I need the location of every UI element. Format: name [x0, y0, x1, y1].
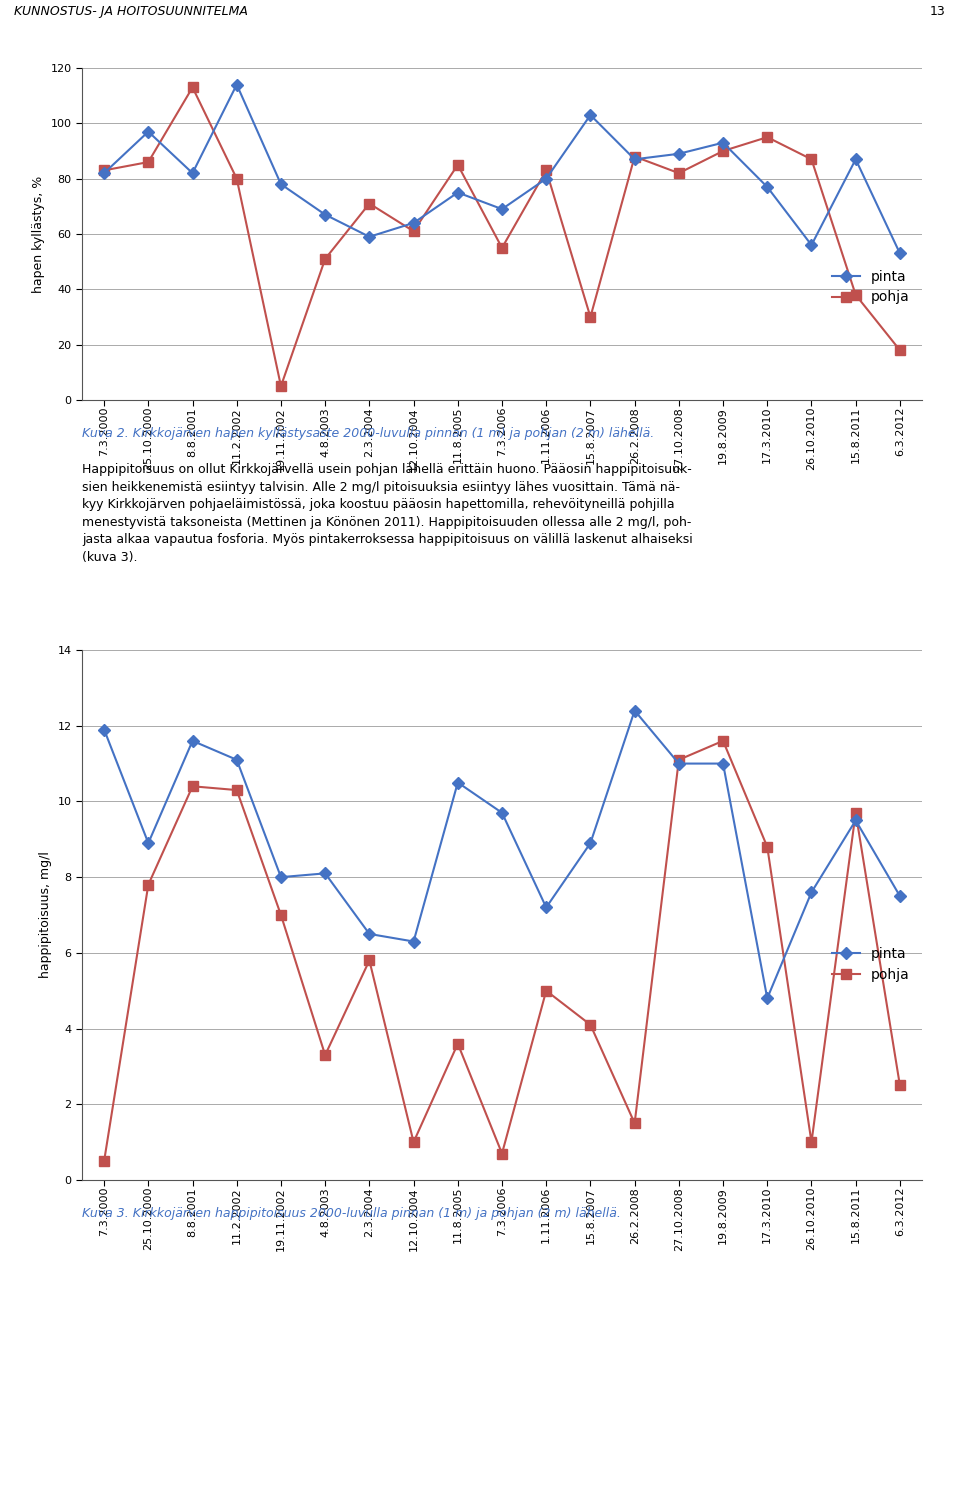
- pinta: [98, 164, 109, 182]
- pinta: [717, 754, 729, 772]
- pinta: [717, 134, 729, 152]
- pohja: [98, 1152, 109, 1170]
- pinta: [629, 150, 640, 168]
- pinta: [276, 868, 287, 886]
- Text: Kuva 2. Kirkkojärven hapen kyllästysaste 2000-luvulla pinnan (1 m) ja pohjan (2 : Kuva 2. Kirkkojärven hapen kyllästysaste…: [82, 427, 655, 440]
- Line: pohja: pohja: [99, 736, 904, 1166]
- pinta: [142, 123, 154, 141]
- pohja: [761, 838, 773, 856]
- pohja: [629, 147, 640, 165]
- pinta: [540, 898, 552, 916]
- pohja: [805, 150, 817, 168]
- pohja: [717, 731, 729, 749]
- Text: Kuva 3. Kirkkojärven happipitoisuus 2000-luvulla pinnan (1 m) ja pohjan (2 m) lä: Kuva 3. Kirkkojärven happipitoisuus 2000…: [82, 1208, 621, 1220]
- pohja: [231, 170, 243, 188]
- pohja: [187, 78, 199, 96]
- pinta: [496, 200, 508, 218]
- pohja: [496, 239, 508, 257]
- pinta: [629, 701, 640, 719]
- pohja: [894, 341, 905, 359]
- pinta: [187, 731, 199, 749]
- pinta: [805, 236, 817, 254]
- pinta: [320, 206, 331, 224]
- pinta: [364, 925, 375, 943]
- pinta: [276, 176, 287, 194]
- pohja: [142, 153, 154, 171]
- pohja: [585, 1015, 596, 1033]
- pohja: [408, 222, 420, 240]
- pinta: [364, 228, 375, 246]
- pinta: [894, 245, 905, 263]
- Text: Happipitoisuus on ollut Kirkkojärvellä usein pohjan lähellä erittäin huono. Pääo: Happipitoisuus on ollut Kirkkojärvellä u…: [82, 463, 693, 563]
- pohja: [540, 982, 552, 1000]
- pohja: [408, 1133, 420, 1151]
- pohja: [894, 1077, 905, 1095]
- pinta: [894, 888, 905, 906]
- pohja: [187, 777, 199, 795]
- pinta: [98, 721, 109, 739]
- pohja: [98, 161, 109, 179]
- pohja: [364, 195, 375, 213]
- pohja: [629, 1114, 640, 1133]
- pinta: [585, 107, 596, 125]
- pohja: [320, 1045, 331, 1063]
- pinta: [408, 933, 420, 951]
- pohja: [717, 143, 729, 161]
- Legend: pinta, pohja: pinta, pohja: [827, 264, 915, 309]
- pohja: [231, 781, 243, 799]
- pohja: [761, 128, 773, 146]
- pohja: [585, 308, 596, 326]
- pinta: [496, 804, 508, 822]
- pinta: [142, 834, 154, 852]
- Y-axis label: happipitoisuus, mg/l: happipitoisuus, mg/l: [39, 852, 52, 978]
- Text: KUNNOSTUS- JA HOITOSUUNNITELMA: KUNNOSTUS- JA HOITOSUUNNITELMA: [14, 5, 249, 18]
- pinta: [850, 150, 861, 168]
- Line: pohja: pohja: [99, 83, 904, 391]
- pinta: [452, 183, 464, 201]
- pohja: [452, 1035, 464, 1053]
- pohja: [496, 1145, 508, 1163]
- Y-axis label: hapen kyllästys, %: hapen kyllästys, %: [32, 176, 45, 293]
- pohja: [850, 285, 861, 303]
- pinta: [231, 75, 243, 93]
- pinta: [673, 144, 684, 162]
- Legend: pinta, pohja: pinta, pohja: [827, 942, 915, 987]
- pohja: [364, 951, 375, 969]
- pohja: [142, 876, 154, 894]
- pinta: [231, 751, 243, 769]
- pohja: [540, 161, 552, 179]
- pohja: [276, 906, 287, 924]
- pinta: [585, 834, 596, 852]
- pohja: [452, 156, 464, 174]
- pinta: [761, 177, 773, 195]
- pinta: [540, 170, 552, 188]
- pinta: [673, 754, 684, 772]
- pohja: [805, 1133, 817, 1151]
- pinta: [408, 213, 420, 231]
- pohja: [850, 804, 861, 822]
- pinta: [320, 864, 331, 882]
- pinta: [850, 811, 861, 829]
- Line: pinta: pinta: [100, 81, 904, 257]
- pohja: [673, 751, 684, 769]
- Text: 13: 13: [930, 5, 946, 18]
- pinta: [761, 990, 773, 1008]
- pohja: [276, 377, 287, 395]
- pohja: [673, 164, 684, 182]
- Line: pinta: pinta: [100, 706, 904, 1002]
- pohja: [320, 249, 331, 267]
- pinta: [452, 774, 464, 792]
- pinta: [187, 164, 199, 182]
- pinta: [805, 883, 817, 901]
